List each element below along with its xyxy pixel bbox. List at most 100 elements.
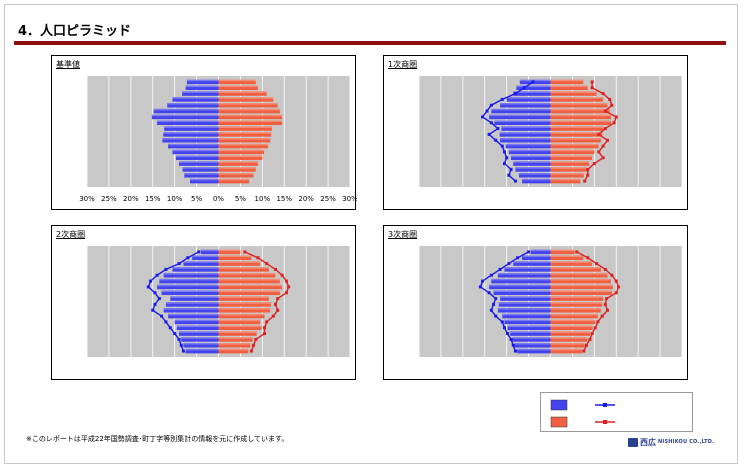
- male-marker: [506, 332, 510, 336]
- male-bar-highlight: [518, 172, 551, 175]
- female-marker: [243, 250, 247, 254]
- male-bar: [519, 79, 551, 85]
- male-bar-highlight: [511, 155, 551, 158]
- male-bar: [176, 325, 219, 331]
- male-bar-highlight: [497, 272, 551, 275]
- male-bar-highlight: [508, 149, 551, 152]
- female-marker: [614, 291, 618, 295]
- x-tick-label: 20%: [298, 195, 314, 203]
- female-bar: [218, 172, 254, 178]
- female-bar: [218, 91, 267, 96]
- chart-title: 2次商圏: [56, 230, 86, 239]
- male-marker: [531, 80, 535, 84]
- male-bar: [510, 331, 551, 336]
- logo-name-jp: 西広: [640, 437, 656, 447]
- female-bar: [218, 178, 250, 184]
- male-marker: [478, 285, 482, 289]
- female-bar-highlight: [550, 126, 604, 128]
- female-bar-highlight: [218, 331, 257, 333]
- female-marker: [592, 162, 596, 166]
- male-bar-highlight: [513, 261, 551, 263]
- male-marker: [500, 97, 504, 101]
- female-bar-highlight: [550, 272, 608, 275]
- female-bar-highlight: [550, 348, 583, 351]
- male-bar: [516, 85, 551, 91]
- male-bar-highlight: [159, 278, 219, 281]
- female-bar: [218, 313, 265, 319]
- female-bar-highlight: [550, 167, 587, 169]
- female-bar-highlight: [218, 337, 253, 339]
- male-marker: [489, 103, 493, 107]
- male-bar: [505, 143, 551, 149]
- female-bar-highlight: [218, 161, 258, 163]
- female-bar: [550, 137, 601, 143]
- male-bar: [162, 137, 219, 143]
- male-bar: [507, 325, 551, 331]
- male-marker: [151, 308, 155, 312]
- female-bar-highlight: [550, 114, 611, 117]
- x-tick-label: 15%: [145, 195, 161, 203]
- female-bar-highlight: [550, 155, 593, 158]
- female-marker: [610, 103, 614, 107]
- male-bar: [513, 161, 551, 166]
- female-bar-highlight: [218, 313, 265, 316]
- female-marker: [590, 80, 594, 84]
- male-marker: [513, 92, 517, 96]
- male-marker: [513, 179, 517, 183]
- male-bar-highlight: [190, 178, 219, 181]
- female-bar-highlight: [550, 307, 601, 310]
- male-bar-highlight: [516, 85, 551, 88]
- female-bar: [218, 249, 241, 255]
- female-bar: [218, 102, 278, 108]
- male-bar: [170, 296, 219, 301]
- female-bar: [550, 132, 603, 137]
- female-bar-highlight: [218, 126, 272, 128]
- female-bar-highlight: [218, 137, 271, 140]
- female-marker: [603, 267, 607, 271]
- female-bar-highlight: [218, 97, 274, 99]
- male-bar: [163, 132, 219, 137]
- female-bar-highlight: [550, 319, 596, 322]
- chart-legend: [540, 392, 693, 432]
- female-bar: [550, 85, 588, 91]
- female-bar-highlight: [550, 249, 575, 252]
- female-bar: [550, 261, 593, 266]
- female-bar: [550, 348, 583, 354]
- male-bar: [514, 342, 551, 348]
- female-marker: [597, 150, 601, 154]
- female-bar: [218, 108, 280, 114]
- male-marker: [494, 138, 498, 142]
- female-bar: [550, 91, 597, 96]
- female-bar-highlight: [550, 143, 599, 146]
- female-marker: [249, 349, 253, 353]
- male-marker: [494, 297, 498, 301]
- male-marker: [489, 121, 493, 125]
- female-marker: [276, 297, 280, 301]
- female-bar: [218, 296, 269, 301]
- female-bar-highlight: [218, 79, 256, 82]
- male-bar-highlight: [168, 143, 219, 146]
- female-bar: [550, 126, 604, 131]
- male-marker: [516, 256, 520, 260]
- female-bar-highlight: [218, 85, 258, 88]
- female-bar: [550, 161, 590, 166]
- male-bar-highlight: [515, 167, 551, 169]
- female-bar: [218, 278, 280, 284]
- female-bar-highlight: [218, 319, 261, 322]
- male-bar-highlight: [513, 161, 551, 163]
- female-bar: [550, 296, 604, 301]
- male-bar-highlight: [500, 296, 551, 298]
- male-marker: [509, 167, 513, 171]
- female-bar: [218, 85, 258, 91]
- male-bar-highlight: [179, 161, 219, 163]
- female-bar-highlight: [218, 255, 252, 258]
- male-bar: [164, 126, 219, 131]
- male-bar: [179, 161, 219, 166]
- male-bar-highlight: [168, 313, 219, 316]
- female-marker: [600, 314, 604, 318]
- male-bar-highlight: [493, 290, 551, 293]
- female-bar: [218, 307, 271, 313]
- female-bar-highlight: [218, 296, 269, 298]
- legend-male-bar-swatch: [550, 399, 568, 411]
- male-marker: [487, 132, 491, 136]
